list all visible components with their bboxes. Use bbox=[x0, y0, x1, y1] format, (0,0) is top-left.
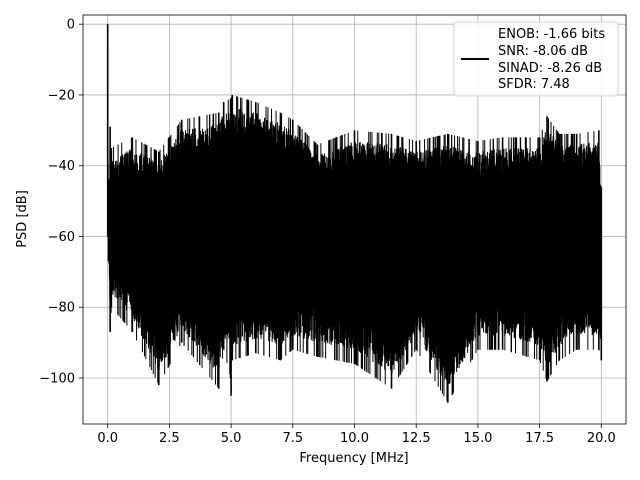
x-tick-label: 20.0 bbox=[587, 431, 616, 446]
x-tick-label: 0.0 bbox=[97, 431, 118, 446]
y-tick-label: −100 bbox=[39, 372, 75, 387]
legend-entry-enob: ENOB: -1.66 bits bbox=[498, 27, 605, 42]
y-axis-ticks: 0 −20 −40 −60 −80 −100 bbox=[39, 18, 83, 387]
x-tick-label: 7.5 bbox=[282, 431, 303, 446]
y-tick-label: −40 bbox=[48, 159, 75, 174]
legend: ENOB: -1.66 bits SNR: -8.06 dB SINAD: -8… bbox=[453, 21, 619, 97]
x-axis-label: Frequency [MHz] bbox=[299, 451, 408, 466]
x-axis-ticks: 0.0 2.5 5.0 7.5 10.0 12.5 15.0 17.5 20.0 bbox=[97, 424, 616, 446]
x-tick-label: 2.5 bbox=[159, 431, 180, 446]
x-tick-label: 15.0 bbox=[463, 431, 492, 446]
legend-entry-snr: SNR: -8.06 dB bbox=[498, 44, 588, 59]
y-tick-label: −80 bbox=[48, 301, 75, 316]
x-tick-label: 10.0 bbox=[340, 431, 369, 446]
x-tick-label: 17.5 bbox=[525, 431, 554, 446]
legend-box bbox=[453, 21, 619, 97]
y-tick-label: −60 bbox=[48, 230, 75, 245]
psd-series bbox=[106, 24, 603, 403]
y-axis-label: PSD [dB] bbox=[15, 190, 30, 248]
x-tick-label: 12.5 bbox=[402, 431, 431, 446]
y-tick-label: 0 bbox=[67, 18, 75, 33]
legend-entry-sfdr: SFDR: 7.48 bbox=[498, 77, 570, 92]
x-tick-label: 5.0 bbox=[221, 431, 242, 446]
y-tick-label: −20 bbox=[48, 88, 75, 103]
legend-entry-sinad: SINAD: -8.26 dB bbox=[498, 61, 602, 76]
